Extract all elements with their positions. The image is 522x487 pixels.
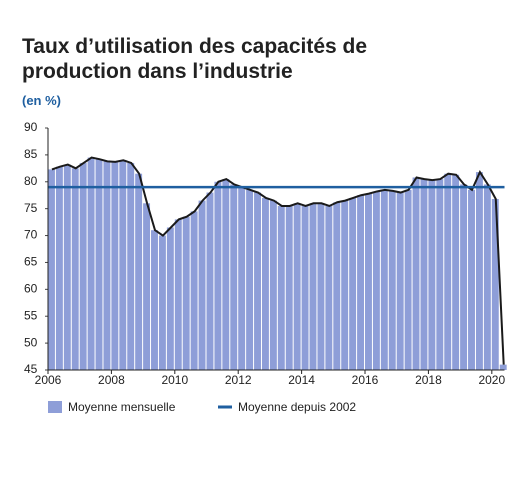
- bar: [79, 162, 87, 370]
- bar: [206, 192, 214, 370]
- y-tick-label: 90: [24, 120, 38, 134]
- bar: [412, 177, 420, 370]
- x-tick-label: 2012: [225, 373, 252, 387]
- bar: [119, 160, 127, 370]
- y-tick-label: 85: [24, 147, 38, 161]
- trend-line: [51, 156, 505, 365]
- legend-label: Moyenne mensuelle: [68, 400, 176, 414]
- bar: [63, 164, 71, 370]
- bar: [151, 230, 158, 370]
- x-tick-label: 2016: [352, 373, 379, 387]
- bar: [325, 205, 333, 370]
- y-tick-label: 55: [24, 308, 38, 322]
- bar: [158, 235, 166, 370]
- y-tick-label: 65: [24, 255, 38, 269]
- bar: [143, 203, 151, 370]
- bar: [483, 184, 491, 370]
- bar: [317, 203, 325, 370]
- bar: [365, 193, 372, 370]
- bar: [254, 192, 261, 370]
- x-tick-label: 2006: [35, 373, 62, 387]
- bar: [293, 203, 301, 370]
- bar: [111, 161, 119, 370]
- x-tick-label: 2018: [415, 373, 442, 387]
- bar: [222, 179, 230, 370]
- bar: [404, 189, 412, 370]
- bar: [475, 172, 483, 370]
- y-tick-label: 60: [24, 282, 38, 296]
- x-tick-label: 2010: [161, 373, 188, 387]
- bar: [309, 203, 317, 370]
- bar: [380, 189, 388, 370]
- bar: [428, 180, 436, 370]
- bar: [87, 157, 95, 370]
- bar: [261, 197, 269, 370]
- x-tick-label: 2020: [478, 373, 505, 387]
- bar: [452, 174, 460, 370]
- bar: [55, 166, 63, 370]
- bar: [396, 192, 404, 370]
- bar: [277, 205, 285, 370]
- bar: [214, 181, 222, 370]
- chart-subtitle: (en %): [22, 93, 61, 108]
- bar: [95, 159, 103, 370]
- bar: [341, 200, 349, 370]
- bar: [230, 184, 238, 370]
- bar: [372, 191, 380, 370]
- x-tick-label: 2008: [98, 373, 125, 387]
- bar: [127, 162, 135, 370]
- bar: [246, 189, 254, 370]
- bar: [190, 211, 198, 370]
- bar: [349, 197, 357, 370]
- bar: [436, 179, 444, 370]
- bar: [460, 184, 468, 370]
- y-tick-label: 75: [24, 201, 38, 215]
- y-tick-label: 50: [24, 335, 38, 349]
- bar: [333, 202, 341, 370]
- bar: [420, 179, 428, 370]
- bar: [166, 227, 174, 370]
- y-tick-label: 70: [24, 228, 38, 242]
- bar: [491, 198, 499, 370]
- bar: [182, 216, 190, 370]
- bar: [388, 190, 396, 370]
- bar: [71, 168, 79, 370]
- bar: [285, 205, 293, 370]
- chart-title: Taux d’utilisation des capacités de prod…: [22, 35, 368, 83]
- bar: [444, 173, 452, 370]
- bar: [357, 195, 365, 370]
- bar: [468, 189, 475, 370]
- bar: [269, 200, 277, 370]
- bar: [238, 187, 246, 370]
- bar: [135, 173, 143, 370]
- legend-swatch: [48, 401, 62, 413]
- legend-label: Moyenne depuis 2002: [238, 400, 356, 414]
- bar: [198, 200, 206, 370]
- bar: [48, 169, 55, 370]
- bar: [499, 364, 507, 370]
- bar: [301, 205, 309, 370]
- x-tick-label: 2014: [288, 373, 315, 387]
- bar: [174, 219, 182, 370]
- y-tick-label: 45: [24, 362, 38, 376]
- bar: [103, 161, 111, 370]
- y-tick-label: 80: [24, 174, 38, 188]
